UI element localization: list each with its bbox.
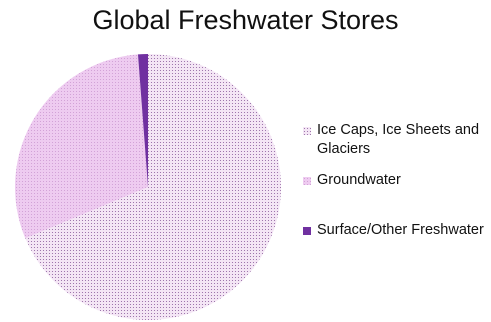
legend-label-surface: Surface/Other Freshwater xyxy=(317,222,484,238)
pie-slice-surface xyxy=(137,54,148,187)
legend-swatch-surface xyxy=(303,227,311,235)
legend-label-groundwater: Groundwater xyxy=(317,172,401,188)
legend-label-ice: Ice Caps, Ice Sheets and Glaciers xyxy=(317,122,480,157)
legend-swatch-ice xyxy=(303,127,311,135)
chart-title: Global Freshwater Stores xyxy=(92,5,399,35)
pie-slice-groundwater xyxy=(14,54,148,239)
legend-swatch-groundwater xyxy=(303,177,311,185)
pie-slices xyxy=(14,54,281,321)
pie-slice-ice xyxy=(25,54,281,321)
